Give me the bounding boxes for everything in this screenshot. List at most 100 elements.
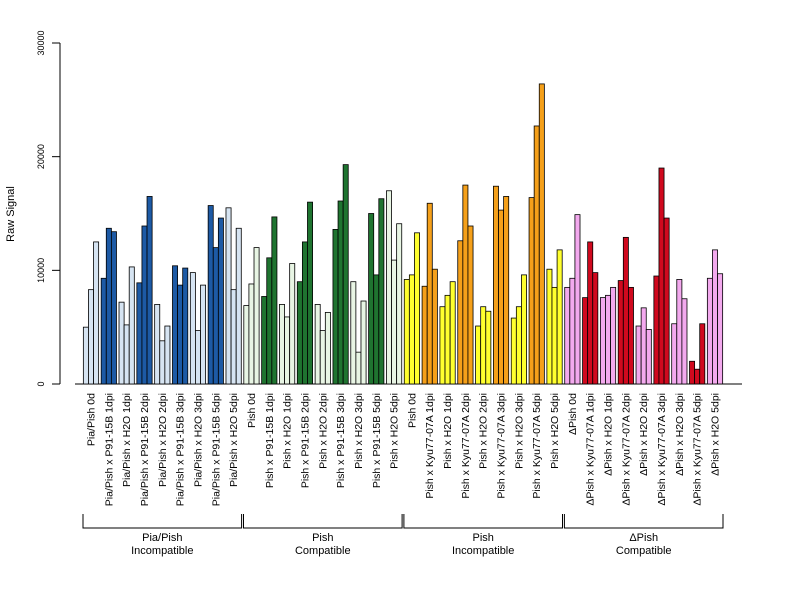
bar: [551, 286, 558, 385]
group-label: Incompatible: [131, 545, 193, 557]
bar: [712, 249, 718, 385]
x-tick-label: Pia/Pish x P91-15B 2dpi: [139, 393, 151, 506]
bar: [332, 229, 339, 385]
bar: [355, 351, 362, 385]
x-tick-label: Pia/Pish x P91-15B 3dpi: [175, 393, 187, 506]
x-tick-label: Pish x H2O 3dpi: [353, 393, 365, 469]
bar: [189, 272, 196, 385]
bar: [243, 305, 250, 385]
group-bracket: [82, 514, 243, 529]
bar: [521, 274, 527, 385]
x-tick-label: ΔPish x Kyu77-07A 3dpi: [656, 393, 668, 506]
bar: [676, 279, 683, 385]
bar: [706, 277, 713, 385]
bar: [574, 214, 581, 385]
group-bracket: [563, 514, 724, 529]
x-tick-label: ΔPish x H2O 2dpi: [638, 393, 650, 476]
x-tick-label: Pish 0d: [246, 393, 258, 428]
bar: [200, 284, 207, 385]
y-axis: 0 10000 20000 30000: [36, 30, 61, 387]
bar: [212, 247, 219, 385]
bar: [225, 207, 232, 385]
group-bracket: [243, 514, 403, 529]
bar: [324, 311, 331, 385]
x-tick-label: Pish x P91-15B 3dpi: [335, 393, 347, 488]
group-label: ΔPish: [629, 532, 658, 544]
y-axis-label: Raw Signal: [5, 186, 17, 242]
bar: [289, 263, 296, 385]
bar: [368, 213, 375, 385]
x-tick-label: Pish x H2O 1dpi: [442, 393, 454, 469]
bar: [307, 201, 313, 385]
group-label: Pia/Pish: [142, 532, 182, 544]
x-tick-label: Pish 0d: [406, 393, 418, 428]
x-tick-label: Pish x H2O 5dpi: [549, 393, 561, 469]
bar: [350, 281, 357, 385]
x-tick-label: ΔPish x Kyu77-07A 2dpi: [620, 393, 632, 506]
bar: [653, 275, 660, 385]
y-tick-label: 30000: [36, 30, 46, 55]
x-tick-label: Pish x Kyu77-07A 1dpi: [424, 393, 436, 499]
bar: [439, 306, 446, 385]
bar: [177, 284, 184, 385]
bar: [248, 283, 255, 385]
x-tick-label: Pish x H2O 2dpi: [478, 393, 490, 469]
x-tick-label: ΔPish x H2O 5dpi: [710, 393, 722, 476]
bar: [528, 197, 535, 385]
y-tick-label: 10000: [36, 258, 46, 283]
bar: [296, 281, 303, 385]
x-tick-label: ΔPish x H2O 1dpi: [603, 393, 615, 476]
bar: [431, 268, 438, 385]
x-tick-label: Pia/Pish x P91-15B 5dpi: [210, 393, 222, 506]
x-tick-label: Pish x Kyu77-07A 5dpi: [531, 393, 543, 499]
group-label: Pish: [472, 532, 493, 544]
bar: [610, 286, 617, 385]
bar: [82, 326, 89, 385]
bar: [480, 306, 487, 385]
bar: [403, 279, 410, 385]
bar: [378, 198, 385, 385]
bar: [93, 241, 100, 385]
bar: [467, 225, 474, 385]
bar: [592, 272, 599, 385]
bar: [582, 297, 589, 385]
bar: [533, 125, 540, 385]
bar: [284, 316, 291, 385]
bar: [373, 274, 380, 385]
bar: [493, 185, 499, 385]
bar: [319, 330, 326, 385]
bar: [314, 304, 321, 385]
x-tick-label: ΔPish 0d: [567, 393, 579, 435]
bar: [515, 306, 522, 385]
bar: [444, 294, 451, 385]
bar: [123, 324, 130, 385]
x-tick-label: ΔPish x H2O 3dpi: [674, 393, 686, 476]
x-tick-label: Pish x Kyu77-07A 3dpi: [496, 393, 508, 499]
bar: [617, 280, 624, 385]
bar: [635, 325, 642, 385]
bar: [391, 259, 398, 385]
bar: [253, 247, 260, 385]
bar: [681, 298, 688, 385]
bar: [449, 281, 456, 385]
bar: [671, 323, 678, 385]
bar: [628, 286, 634, 385]
x-tick-label: ΔPish x Kyu77-07A 5dpi: [692, 393, 704, 506]
group-label: Compatible: [616, 545, 672, 557]
bar: [546, 268, 553, 385]
bar: [279, 304, 285, 385]
bar: [105, 227, 112, 385]
bar: [605, 294, 611, 385]
bar: [110, 231, 117, 385]
bar: [426, 202, 433, 385]
bar: [699, 323, 706, 385]
bar: [510, 317, 517, 385]
bar: [271, 216, 278, 385]
bar: [154, 304, 161, 385]
bar: [421, 285, 428, 385]
bar: [172, 265, 178, 385]
group-bracket: [403, 514, 563, 529]
bar: [717, 273, 724, 385]
group-brackets: Pia/PishIncompatiblePishCompatiblePishIn…: [82, 514, 724, 557]
